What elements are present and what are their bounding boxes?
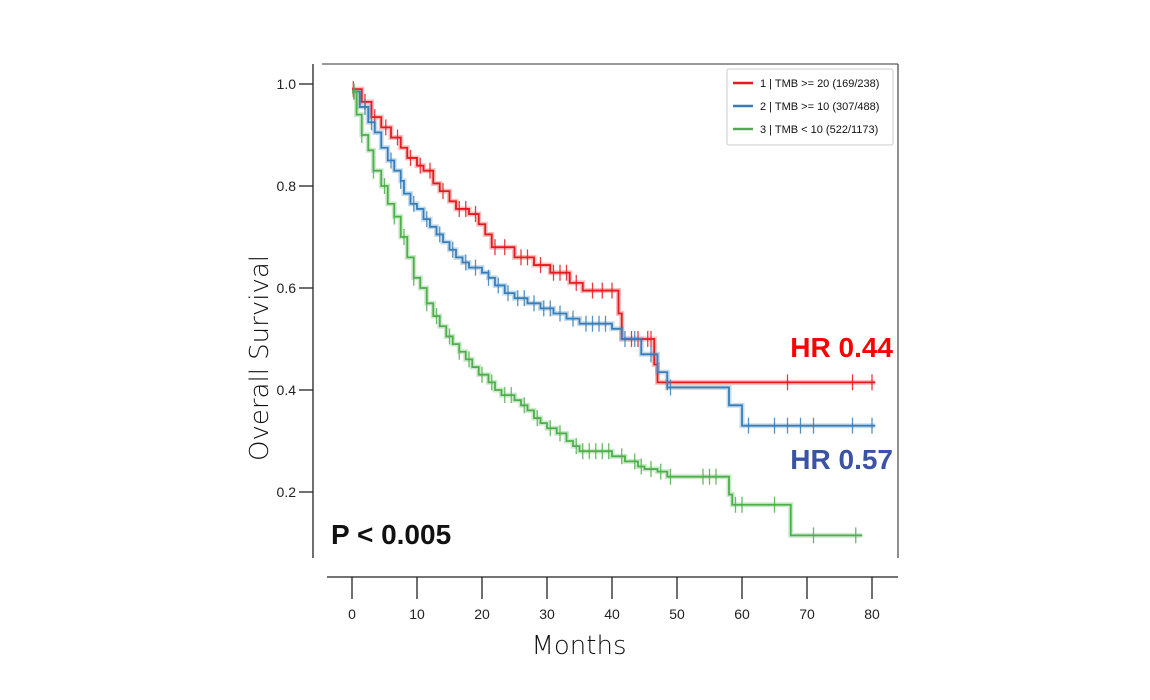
series-3 [352, 83, 863, 544]
x-axis-title: Months [531, 631, 626, 661]
x-tick-label: 30 [539, 606, 555, 622]
y-tick-label: 0.6 [277, 280, 297, 296]
p-value-annotation: P < 0.005 [331, 519, 451, 550]
survival-curve [352, 90, 863, 537]
y-tick-label: 1.0 [277, 76, 297, 92]
survival-curves [352, 81, 876, 544]
hr-annotation-group2: HR 0.57 [790, 444, 893, 475]
legend-label: 3 | TMB < 10 (522/1173) [760, 124, 878, 136]
x-tick-label: 50 [669, 606, 685, 622]
y-tick-label: 0.8 [277, 178, 297, 194]
x-tick-label: 10 [409, 606, 425, 622]
y-tick-label: 0.4 [277, 382, 297, 398]
legend-label: 1 | TMB >= 20 (169/238) [760, 78, 879, 90]
series-2 [352, 83, 876, 434]
legend-label: 2 | TMB >= 10 (307/488) [760, 101, 879, 113]
y-axis-title: Overall Survival [245, 255, 275, 461]
y-ticks: 0.2 0.4 0.6 0.8 1.0 [277, 76, 313, 500]
hr-annotation-group1: HR 0.44 [790, 332, 893, 363]
legend: 1 | TMB >= 20 (169/238) 2 | TMB >= 10 (30… [726, 68, 894, 146]
y-tick-label: 0.2 [277, 484, 297, 500]
survival-curve [352, 90, 876, 427]
survival-curve [352, 88, 876, 384]
x-tick-label: 0 [348, 606, 356, 622]
confidence-band [352, 89, 863, 538]
x-tick-label: 40 [604, 606, 620, 622]
x-tick-label: 70 [799, 606, 815, 622]
x-tick-label: 60 [734, 606, 750, 622]
x-tick-label: 20 [474, 606, 490, 622]
x-ticks: 0 10 20 30 40 50 60 70 80 [348, 577, 880, 622]
legend-box [726, 68, 894, 146]
x-tick-label: 80 [864, 606, 880, 622]
